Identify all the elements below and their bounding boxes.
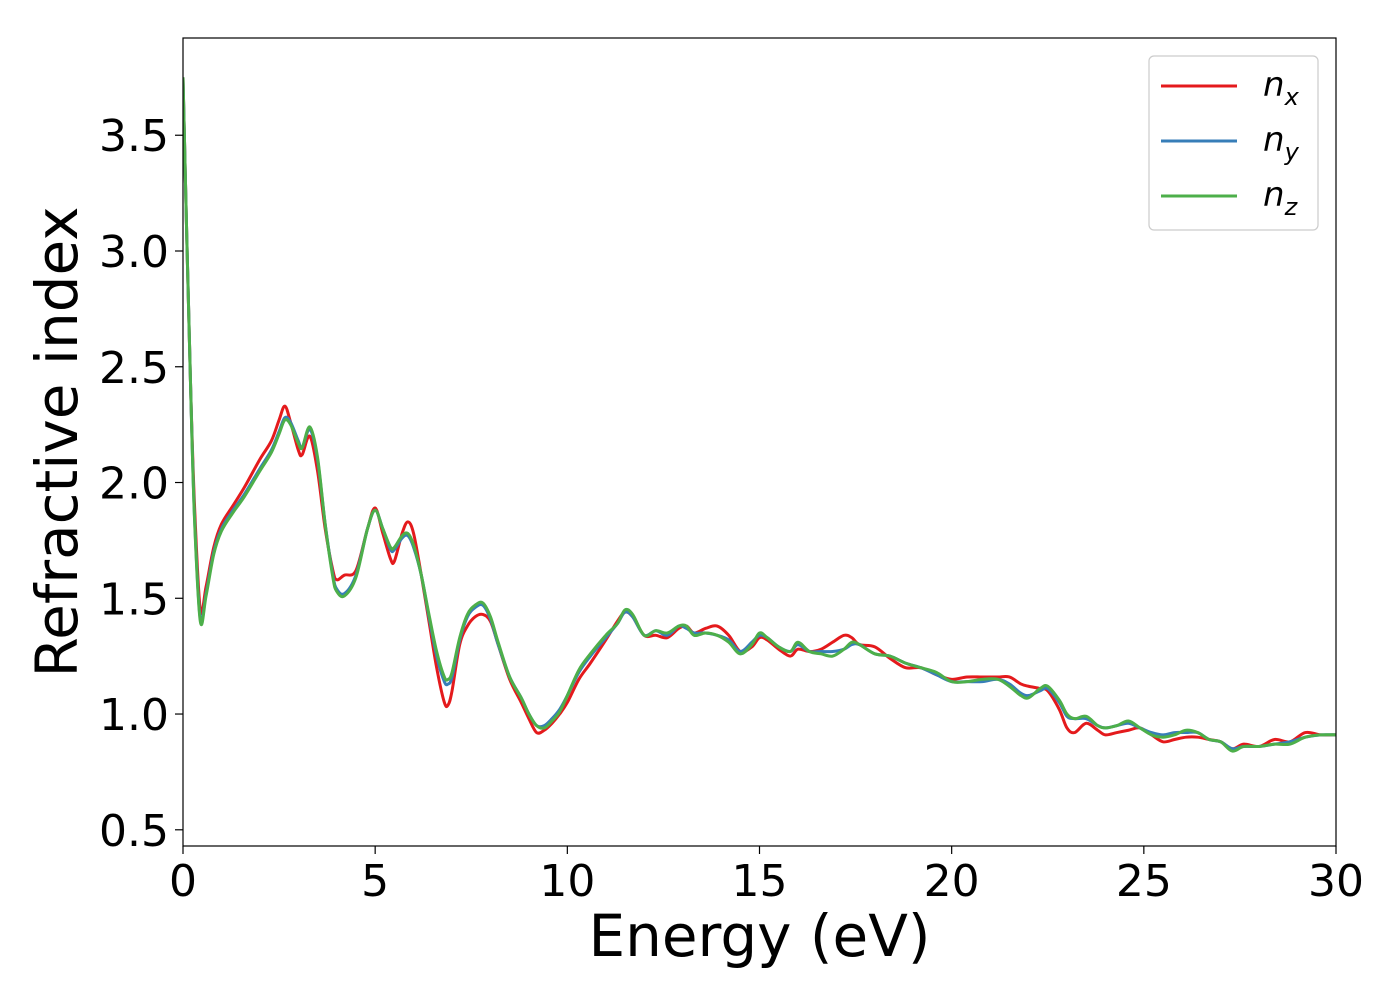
legend: nx ny nz [1148,55,1319,231]
x-tick-label: 25 [1116,856,1172,907]
series-group [183,77,1336,753]
y-tick-label: 1.0 [99,690,169,741]
legend-label-x: nx [1263,65,1300,111]
x-tick-label: 15 [732,856,788,907]
x-tick-label: 5 [361,856,389,907]
y-tick-label: 1.5 [99,574,169,625]
y-tick-label: 0.5 [99,806,169,857]
y-tick-label: 3.5 [99,111,169,162]
legend-label-z: nz [1263,175,1299,221]
axis-ticks: 0 5 10 15 20 25 30 0.5 1.0 1.5 2.0 2.5 3.0 3.5 [99,111,1364,907]
y-tick-label: 2.5 [99,343,169,394]
legend-box [1148,55,1319,231]
y-axis-title: Refractive index [23,206,91,677]
x-tick-label: 0 [169,856,197,907]
y-tick-label: 2.0 [99,459,169,510]
x-tick-label: 30 [1308,856,1364,907]
y-tick-label: 3.0 [99,227,169,278]
x-axis-title: Energy (eV) [588,902,930,970]
x-tick-label: 10 [539,856,595,907]
x-tick-label: 20 [924,856,980,907]
series-line-z [183,77,1336,753]
legend-label-y: ny [1263,120,1300,166]
